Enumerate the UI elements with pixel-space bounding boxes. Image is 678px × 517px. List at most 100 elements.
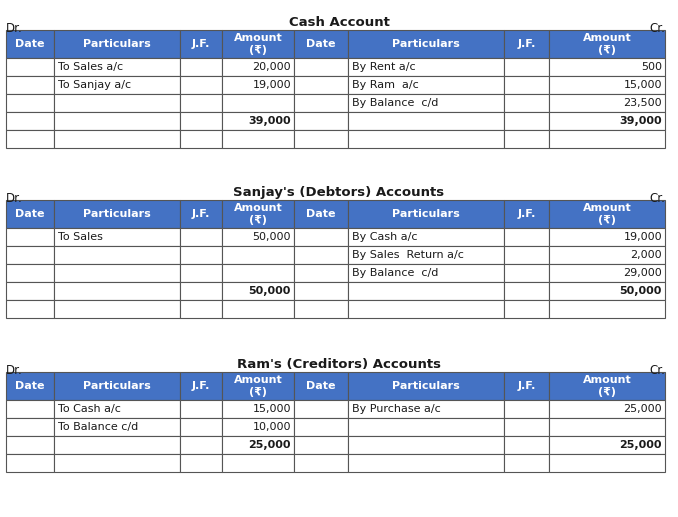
Text: Date: Date — [15, 381, 45, 391]
Bar — [549, 76, 665, 94]
Text: Ram's (Creditors) Accounts: Ram's (Creditors) Accounts — [237, 358, 441, 371]
Bar — [294, 228, 348, 246]
Bar — [549, 130, 665, 148]
Bar — [180, 228, 222, 246]
Text: Cash Account: Cash Account — [289, 16, 389, 29]
Bar — [348, 58, 504, 76]
Bar — [549, 264, 665, 282]
Bar — [54, 58, 180, 76]
Bar — [6, 282, 54, 300]
Bar — [222, 372, 294, 400]
Bar — [6, 130, 54, 148]
Bar — [180, 300, 222, 318]
Bar — [6, 454, 54, 472]
Bar — [294, 94, 348, 112]
Bar — [549, 418, 665, 436]
Bar — [54, 246, 180, 264]
Bar — [504, 76, 549, 94]
Bar — [6, 436, 54, 454]
Text: Amount
(₹): Amount (₹) — [582, 375, 631, 397]
Text: Cr.: Cr. — [649, 23, 665, 36]
Bar — [54, 418, 180, 436]
Text: Particulars: Particulars — [83, 381, 151, 391]
Bar — [222, 200, 294, 228]
Bar — [54, 228, 180, 246]
Bar — [6, 264, 54, 282]
Bar — [348, 228, 504, 246]
Bar — [54, 30, 180, 58]
Bar — [294, 130, 348, 148]
Bar — [180, 454, 222, 472]
Text: Particulars: Particulars — [392, 209, 460, 219]
Text: 29,000: 29,000 — [623, 268, 662, 278]
Text: Amount
(₹): Amount (₹) — [234, 33, 282, 55]
Bar — [504, 264, 549, 282]
Bar — [6, 200, 54, 228]
Text: 23,500: 23,500 — [623, 98, 662, 108]
Bar — [6, 246, 54, 264]
Text: By Balance  c/d: By Balance c/d — [352, 268, 439, 278]
Bar — [504, 418, 549, 436]
Bar — [549, 282, 665, 300]
Bar — [222, 454, 294, 472]
Bar — [54, 372, 180, 400]
Text: Particulars: Particulars — [392, 39, 460, 49]
Bar — [54, 300, 180, 318]
Bar — [222, 418, 294, 436]
Bar — [549, 94, 665, 112]
Bar — [348, 372, 504, 400]
Bar — [504, 30, 549, 58]
Bar — [348, 130, 504, 148]
Bar — [180, 130, 222, 148]
Bar — [6, 112, 54, 130]
Bar — [549, 200, 665, 228]
Bar — [180, 282, 222, 300]
Text: 50,000: 50,000 — [620, 286, 662, 296]
Bar — [294, 300, 348, 318]
Bar — [222, 130, 294, 148]
Bar — [180, 418, 222, 436]
Bar — [180, 436, 222, 454]
Bar — [549, 112, 665, 130]
Text: Date: Date — [15, 39, 45, 49]
Text: By Rent a/c: By Rent a/c — [352, 62, 416, 72]
Text: J.F.: J.F. — [192, 209, 210, 219]
Bar — [504, 400, 549, 418]
Bar — [294, 454, 348, 472]
Bar — [180, 58, 222, 76]
Text: Particulars: Particulars — [83, 209, 151, 219]
Text: 20,000: 20,000 — [252, 62, 291, 72]
Bar — [549, 228, 665, 246]
Bar — [549, 30, 665, 58]
Bar — [222, 94, 294, 112]
Bar — [504, 454, 549, 472]
Text: 19,000: 19,000 — [252, 80, 291, 90]
Text: Amount
(₹): Amount (₹) — [582, 203, 631, 225]
Bar — [348, 30, 504, 58]
Bar — [504, 246, 549, 264]
Text: To Sales: To Sales — [58, 232, 103, 242]
Text: Date: Date — [306, 381, 336, 391]
Text: 10,000: 10,000 — [252, 422, 291, 432]
Text: To Balance c/d: To Balance c/d — [58, 422, 138, 432]
Bar — [6, 58, 54, 76]
Text: 500: 500 — [641, 62, 662, 72]
Bar — [504, 228, 549, 246]
Bar — [294, 246, 348, 264]
Bar — [54, 436, 180, 454]
Bar — [222, 436, 294, 454]
Text: Dr.: Dr. — [6, 364, 23, 377]
Bar — [6, 400, 54, 418]
Bar — [348, 454, 504, 472]
Text: 2,000: 2,000 — [631, 250, 662, 260]
Bar — [549, 372, 665, 400]
Bar — [222, 112, 294, 130]
Bar — [348, 400, 504, 418]
Bar — [294, 200, 348, 228]
Bar — [6, 372, 54, 400]
Bar — [504, 94, 549, 112]
Bar — [180, 200, 222, 228]
Bar — [222, 246, 294, 264]
Bar — [504, 58, 549, 76]
Bar — [294, 30, 348, 58]
